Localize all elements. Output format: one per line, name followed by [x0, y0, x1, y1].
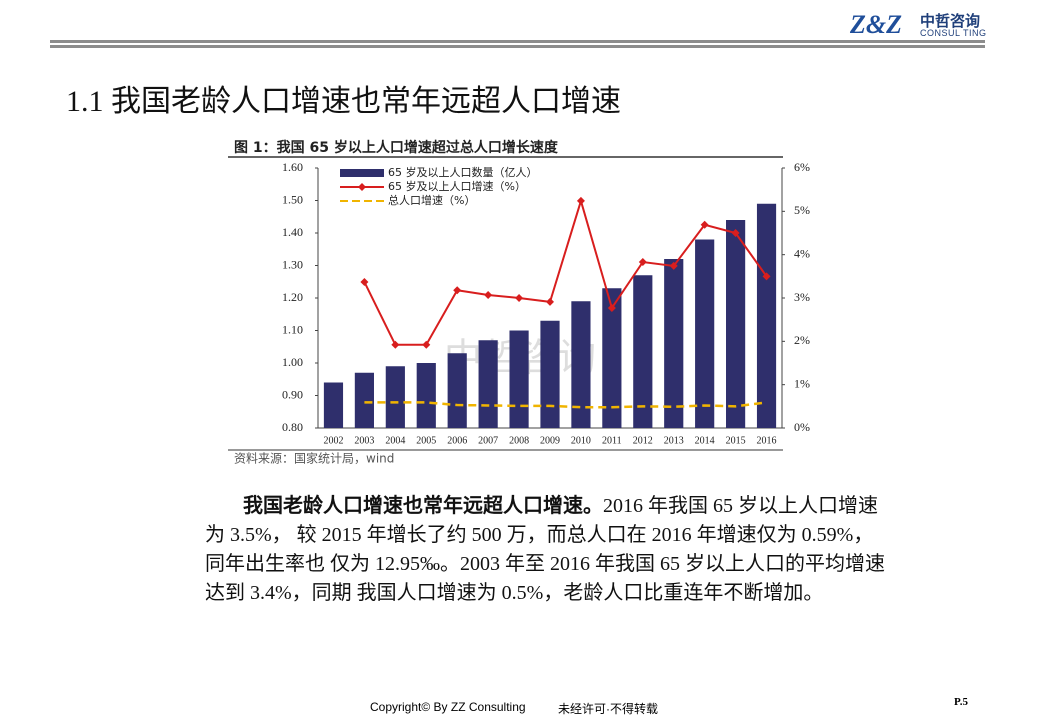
- body-lead: 我国老龄人口增速也常年远超人口增速。: [243, 495, 603, 517]
- line-marker: [484, 290, 493, 299]
- x-tick-label: 2016: [757, 435, 777, 446]
- bar: [695, 239, 715, 428]
- y2-tick-label: 4%: [794, 246, 810, 260]
- bar: [756, 203, 777, 428]
- y-tick-label: 0.90: [282, 387, 303, 401]
- line-marker: [422, 340, 431, 349]
- logo: Z&Z: [850, 10, 902, 39]
- legend-label: 总人口增速（%）: [388, 193, 475, 207]
- legend-label: 65 岁及以上人口增速（%）: [388, 179, 526, 193]
- header-rule: [50, 45, 985, 48]
- line-marker: [607, 303, 616, 312]
- line-marker: [700, 220, 709, 229]
- x-tick-label: 2009: [540, 435, 560, 446]
- source: 资料来源：国家统计局，wind: [234, 451, 394, 466]
- series-line: [363, 197, 768, 346]
- page-number: P.5: [954, 696, 968, 708]
- bar: [664, 259, 684, 428]
- brand-en: CONSUL TING: [920, 28, 987, 38]
- bar: [385, 366, 405, 428]
- legend-marker: [358, 183, 366, 191]
- x-tick-label: 2008: [509, 435, 529, 446]
- y-tick-label: 1.00: [282, 355, 303, 369]
- x-tick-label: 2002: [323, 435, 343, 446]
- bar: [540, 320, 560, 428]
- x-tick-label: 2007: [478, 435, 498, 446]
- legend-swatch: [340, 169, 384, 177]
- x-tick-label: 2004: [385, 435, 405, 446]
- brand: 中哲咨询: [920, 12, 981, 30]
- header-rule: [50, 40, 985, 43]
- line-marker: [576, 196, 585, 205]
- x-tick-label: 2013: [664, 435, 684, 446]
- legend-label: 65 岁及以上人口数量（亿人）: [388, 165, 538, 179]
- line-marker: [638, 258, 647, 267]
- y-tick-label: 1.30: [282, 257, 303, 271]
- x-tick-label: 2010: [571, 435, 591, 446]
- line-marker: [515, 294, 524, 302]
- x-tick-label: 2011: [602, 435, 622, 446]
- y-tick-label: 1.50: [282, 192, 303, 206]
- y2-tick-label: 0%: [794, 420, 810, 434]
- bar: [726, 220, 746, 428]
- bar: [602, 288, 622, 428]
- x-tick-label: 2012: [633, 435, 653, 446]
- body-paragraph: 2016 年我国 65 岁以上人口增速为 3.5%， 较 2015 年增长了约 …: [205, 495, 885, 604]
- chart-title-box: [228, 137, 783, 157]
- line-marker: [546, 297, 554, 306]
- y2-tick-label: 5%: [794, 203, 810, 217]
- bar: [633, 275, 653, 428]
- notice: 未经许可·不得转载: [558, 702, 658, 716]
- line-marker: [731, 229, 740, 237]
- x-tick-label: 2005: [416, 435, 436, 446]
- bar: [509, 330, 529, 428]
- series-line: [364, 401, 767, 409]
- line-marker: [669, 261, 678, 270]
- bar: [323, 382, 344, 428]
- bar: [354, 372, 374, 428]
- line-marker: [762, 272, 771, 281]
- y-tick-label: 0.80: [282, 420, 303, 434]
- y2-tick-label: 1%: [794, 376, 810, 390]
- x-tick-label: 2003: [354, 435, 374, 446]
- line-marker: [360, 277, 369, 286]
- line-marker: [453, 286, 462, 295]
- bar: [447, 353, 467, 428]
- bar: [478, 340, 498, 428]
- chart-title: 图 1：我国 65 岁以上人口增速超过总人口增长速度: [234, 139, 559, 156]
- bar: [416, 363, 436, 428]
- x-tick-label: 2006: [447, 435, 467, 446]
- y-tick-label: 1.60: [282, 160, 303, 174]
- y2-tick-label: 3%: [794, 290, 810, 304]
- y-tick-label: 1.10: [282, 322, 303, 336]
- slide-title: 1.1 我国老龄人口增速也常年远超人口增速: [66, 85, 621, 118]
- bar: [571, 301, 591, 428]
- y2-tick-label: 2%: [794, 333, 810, 347]
- line-marker: [391, 340, 400, 349]
- y-tick-label: 1.40: [282, 225, 303, 239]
- y-tick-label: 1.20: [282, 290, 303, 304]
- x-tick-label: 2014: [695, 435, 715, 446]
- y2-tick-label: 6%: [794, 160, 810, 174]
- body-text: 我国老龄人口增速也常年远超人口增速。2016 年我国 65 岁以上人口增速为 3…: [205, 492, 890, 608]
- copyright: Copyright© By ZZ Consulting: [370, 700, 526, 714]
- x-tick-label: 2015: [726, 435, 746, 446]
